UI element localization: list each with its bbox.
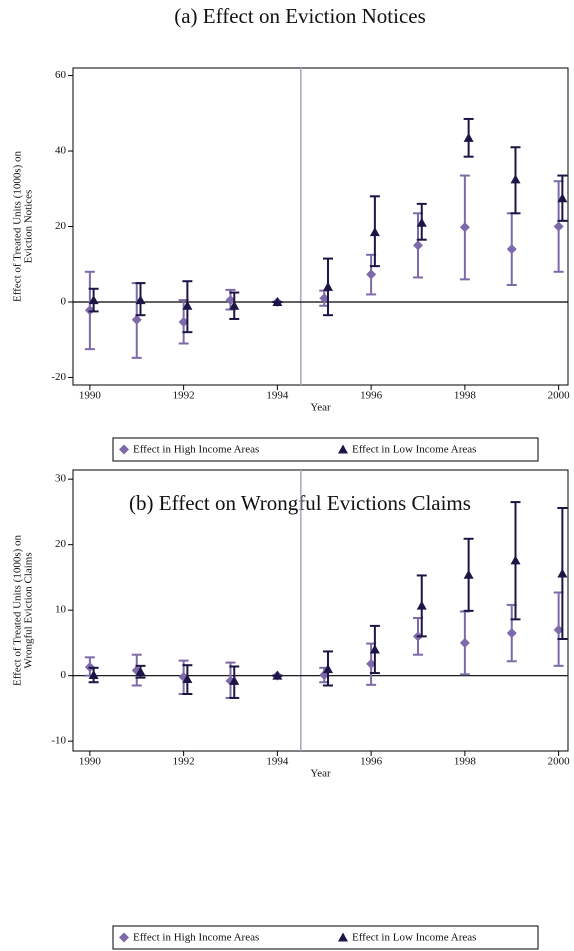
point [182, 673, 193, 683]
legend-label: Effect in High Income Areas [133, 932, 259, 944]
point [369, 644, 380, 654]
point [323, 664, 333, 674]
legend-marker [119, 932, 129, 943]
x-axis-label: Year [310, 402, 331, 414]
point [323, 281, 333, 291]
point [229, 300, 240, 310]
point [135, 295, 146, 305]
y-tick-label: 0 [61, 669, 67, 681]
chart-title: (a) Effect on Eviction Notices [174, 4, 426, 28]
point [510, 174, 521, 184]
point [463, 569, 474, 579]
x-tick-label: 1996 [360, 390, 383, 402]
point [553, 221, 564, 232]
point [229, 675, 240, 685]
x-tick-label: 2000 [548, 390, 571, 402]
point [557, 193, 568, 203]
point [135, 666, 146, 676]
point [459, 222, 470, 233]
legend-marker [119, 444, 129, 455]
point [84, 305, 95, 316]
x-tick-label: 1998 [454, 756, 477, 768]
point [88, 295, 99, 305]
point [369, 227, 380, 237]
y-axis-label: Effect of Treated Units (1000s) on [12, 150, 24, 302]
point [557, 568, 568, 578]
y-tick-label: 60 [55, 69, 67, 81]
x-tick-label: 1994 [266, 756, 289, 768]
y-axis-label: Eviction Notices [23, 190, 35, 264]
x-tick-label: 1994 [266, 390, 289, 402]
y-tick-label: 10 [55, 604, 67, 616]
x-tick-label: 1990 [79, 756, 102, 768]
y-tick-label: -20 [51, 371, 66, 383]
point [416, 217, 427, 227]
point [272, 670, 283, 680]
point [319, 293, 330, 304]
x-tick-label: 1990 [79, 390, 102, 402]
legend-box [112, 437, 539, 462]
y-tick-label: 20 [55, 220, 67, 232]
point [366, 269, 377, 280]
legend-box [112, 925, 539, 950]
point [178, 316, 189, 327]
point [506, 244, 517, 255]
chart-title: (b) Effect on Wrongful Evictions Claims [129, 491, 471, 515]
x-axis-label: Year [310, 768, 331, 780]
y-axis-label: Wrongful Eviction Claims [23, 552, 35, 668]
point [131, 314, 142, 325]
point [272, 296, 283, 306]
x-tick-label: 2000 [548, 756, 571, 768]
point [459, 637, 470, 648]
point [463, 132, 474, 142]
legend-marker [338, 932, 348, 942]
point [553, 624, 564, 635]
plot-area [72, 67, 569, 386]
y-tick-label: -10 [51, 735, 66, 747]
legend-label: Effect in Low Income Areas [352, 932, 476, 944]
point [413, 240, 423, 251]
point [506, 628, 517, 639]
y-tick-label: 30 [55, 473, 67, 485]
point [182, 300, 193, 310]
legend-label: Effect in Low Income Areas [352, 444, 476, 456]
point [416, 600, 427, 610]
point [88, 670, 99, 680]
point [366, 658, 377, 669]
legend-label: Effect in High Income Areas [133, 444, 259, 456]
point [510, 555, 521, 565]
point [225, 295, 236, 306]
y-tick-label: 20 [55, 538, 67, 550]
x-tick-label: 1996 [360, 756, 383, 768]
x-tick-label: 1998 [454, 390, 477, 402]
y-tick-label: 0 [61, 296, 67, 308]
x-tick-label: 1992 [173, 756, 195, 768]
y-axis-label: Effect of Treated Units (1000s) on [12, 534, 24, 686]
y-tick-label: 40 [55, 145, 67, 157]
x-tick-label: 1992 [173, 390, 195, 402]
legend-marker [338, 444, 348, 454]
